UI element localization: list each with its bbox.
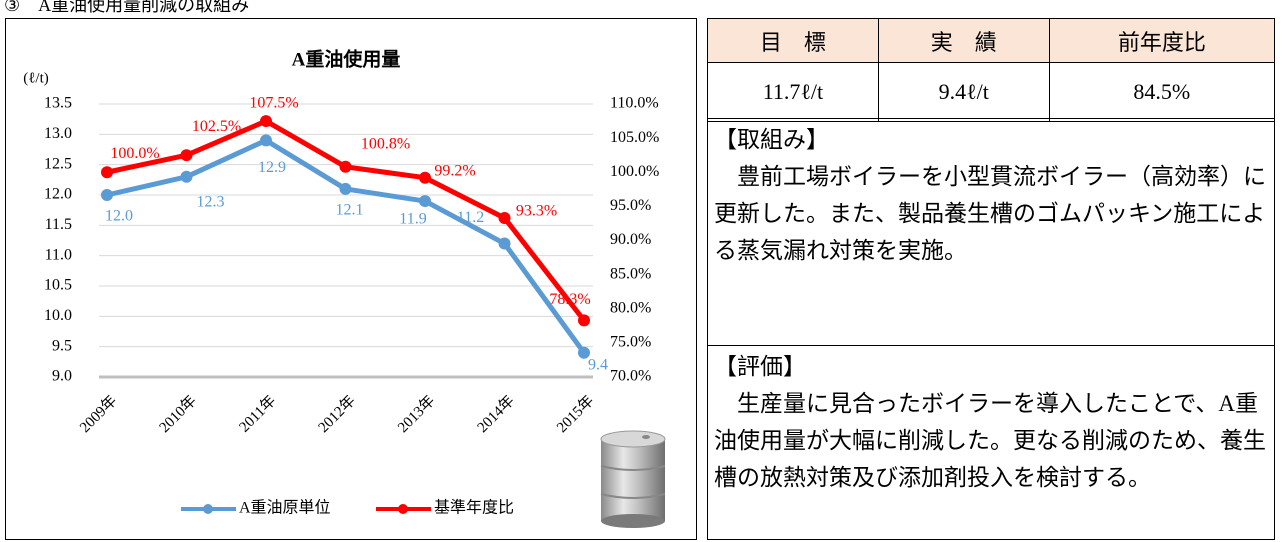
effort-box: 【取組み】 豊前工場ボイラーを小型貫流ボイラー（高効率）に更新した。また、製品養… <box>707 118 1275 346</box>
chart-title: A重油使用量 <box>292 48 401 70</box>
x-tick-label: 2011年 <box>236 392 279 435</box>
legend-marker <box>398 504 408 514</box>
chart: A重油使用量 (ℓ/t) 9.0 9.5 10.0 10.5 11.0 11.5 12.0 12.… <box>6 19 698 541</box>
data-point <box>101 166 113 178</box>
header-cell: 実 績 <box>878 19 1049 63</box>
cell: 11.7ℓ/t <box>708 63 879 122</box>
y-tick-label: 11.5 <box>45 216 72 233</box>
x-tick-label: 2010年 <box>156 392 200 436</box>
paragraph: 生産量に見合ったボイラーを導入したことで、A重油使用量が大幅に削減した。更なる削… <box>714 385 1268 496</box>
y-tick-label: 9.0 <box>52 368 72 385</box>
y-tick-label: 9.5 <box>52 337 72 354</box>
x-tick-label: 2009年 <box>76 392 120 436</box>
y-tick-label: 10.5 <box>44 277 72 294</box>
data-label: 78.3% <box>549 291 590 308</box>
data-label: 9.4 <box>588 356 608 373</box>
data-label: 93.3% <box>516 203 557 220</box>
data-point <box>260 115 272 127</box>
y-tick-label: 12.5 <box>44 155 72 172</box>
header-cell: 前年度比 <box>1049 19 1274 63</box>
paragraph: 豊前工場ボイラーを小型貫流ボイラー（高効率）に更新した。また、製品養生槽のゴムパ… <box>714 158 1268 269</box>
data-point <box>101 189 113 201</box>
y-tick-label: 11.0 <box>45 246 72 263</box>
data-point <box>578 314 590 326</box>
y2-tick-label: 70.0% <box>610 368 651 385</box>
data-label: 12.9 <box>258 159 286 176</box>
legend-label: 基準年度比 <box>434 499 514 517</box>
y-tick-label: 10.0 <box>44 307 72 324</box>
data-label: 11.9 <box>399 211 426 228</box>
data-point <box>419 172 431 184</box>
data-point <box>340 183 352 195</box>
x-tick-label: 2012年 <box>315 392 359 436</box>
data-label: 12.3 <box>197 193 225 210</box>
data-label: 102.5% <box>192 118 241 135</box>
y2-tick-label: 75.0% <box>610 334 651 351</box>
data-point <box>181 149 193 161</box>
y-tick-label: 13.5 <box>44 95 72 112</box>
kpi-header-row: 目 標 実 績 前年度比 <box>708 19 1275 63</box>
cell: 9.4ℓ/t <box>878 63 1049 122</box>
data-label: 12.1 <box>336 202 364 219</box>
section-heading: ③ A重油使用量削減の取組み <box>4 0 249 17</box>
data-label: 100.8% <box>361 135 410 152</box>
section-label: 【取組み】 <box>714 121 1268 158</box>
drum-icon <box>601 431 665 528</box>
data-label: 11.2 <box>457 209 484 226</box>
data-point <box>260 134 272 146</box>
x-tick-label: 2013年 <box>394 392 438 436</box>
evaluation-box: 【評価】 生産量に見合ったボイラーを導入したことで、A重油使用量が大幅に削減した… <box>707 345 1275 540</box>
data-label: 99.2% <box>434 162 475 179</box>
y2-tick-label: 100.0% <box>610 163 659 180</box>
page: ③ A重油使用量削減の取組み A重油使用量 (ℓ/t) 9.0 9.5 10.0 10.5… <box>0 0 1283 542</box>
y-tick-label: 12.0 <box>44 186 72 203</box>
data-point <box>499 212 511 224</box>
y2-tick-label: 80.0% <box>610 299 651 316</box>
legend-marker <box>203 504 213 514</box>
x-tick-label: 2015年 <box>553 392 597 436</box>
legend-label: A重油原単位 <box>239 499 331 517</box>
data-label: 100.0% <box>110 145 159 162</box>
data-point <box>181 171 193 183</box>
data-point <box>419 195 431 207</box>
x-tick-label: 2014年 <box>474 392 518 436</box>
y2-tick-label: 90.0% <box>610 231 651 248</box>
data-point <box>340 161 352 173</box>
header-cell: 目 標 <box>708 19 879 63</box>
kpi-table: 目 標 実 績 前年度比 11.7ℓ/t 9.4ℓ/t 84.5% <box>707 18 1275 122</box>
y2-tick-label: 105.0% <box>610 129 659 146</box>
series-line <box>107 121 584 320</box>
y-axis-label: (ℓ/t) <box>23 70 49 86</box>
y-tick-label: 13.0 <box>44 125 72 142</box>
kpi-row: 11.7ℓ/t 9.4ℓ/t 84.5% <box>708 63 1275 122</box>
data-label: 12.0 <box>105 208 133 225</box>
y2-tick-label: 95.0% <box>610 197 651 214</box>
y2-tick-label: 85.0% <box>610 265 651 282</box>
data-label: 107.5% <box>249 95 298 112</box>
data-point <box>499 238 511 250</box>
chart-box: A重油使用量 (ℓ/t) 9.0 9.5 10.0 10.5 11.0 11.5 12.0 12.… <box>5 18 697 540</box>
y2-tick-label: 110.0% <box>610 95 659 112</box>
cell: 84.5% <box>1049 63 1274 122</box>
section-label: 【評価】 <box>714 348 1268 385</box>
